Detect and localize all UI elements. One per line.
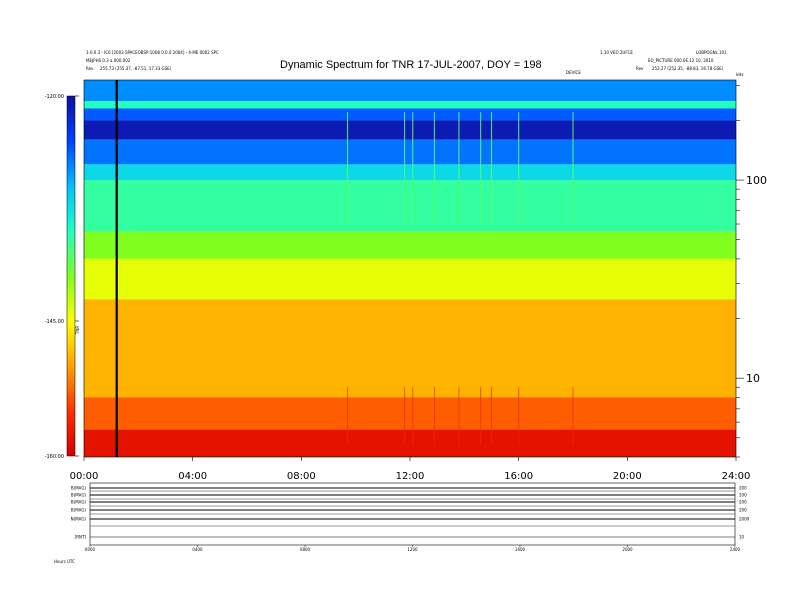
x-tick-label: 24:00	[722, 471, 751, 482]
footer-x-tick-label: 2400	[730, 547, 741, 552]
intensity-band	[84, 397, 736, 430]
footer-row-value: 200	[739, 508, 747, 513]
intensity-band	[84, 164, 736, 181]
header-khz: kHz	[736, 72, 744, 77]
colorbar-unit-label: TNR	[75, 326, 80, 335]
y-tick-label: 100	[746, 174, 767, 187]
header-right-line1: 1.10 VEO 2UFCE	[600, 50, 633, 55]
footer-x-tick-label: 1600	[515, 547, 526, 552]
intensity-band	[84, 258, 736, 300]
footer-row-label: B(MAG)	[71, 500, 87, 505]
x-tick-label: 00:00	[70, 471, 99, 482]
intensity-band	[84, 231, 736, 259]
footer-axis-label: Hours UTC	[54, 559, 75, 564]
colorbar	[66, 95, 76, 457]
footer-x-tick-label: 0800	[300, 547, 311, 552]
intensity-band	[84, 108, 736, 121]
footer-row-value: 10	[739, 535, 745, 540]
header-left-line1: 1-0.0.3 - IC6 [2003 SPACEOBSP:1008 0.0.0…	[86, 50, 219, 55]
footer-x-tick-label: 0000	[85, 547, 96, 552]
header-left-line2: MEJPHS 0.3 a 000.002	[86, 58, 131, 63]
header-left-rev-value: 255.73 (255.37, -87.51, 17.33 GSE)	[100, 66, 172, 71]
intensity-band	[84, 120, 736, 140]
footer-row-label: [RNT]	[75, 535, 87, 540]
footer-row-value: 2000	[739, 517, 750, 522]
header-device: DEVICE	[566, 70, 581, 75]
header-right-rev-value: 252.27 (252.35, -88.83, 16.78 GSE)	[652, 66, 724, 71]
x-tick-label: 16:00	[504, 471, 533, 482]
footer-x-tick-label: 2000	[622, 547, 633, 552]
header-right-line2: EO_PICTURE 000.0E.12 10, 2010	[648, 58, 714, 63]
y-tick-label: 10	[746, 372, 760, 385]
header-right-line1b: LOBPOGNs.101	[696, 50, 727, 55]
data-gap-line	[115, 80, 118, 457]
x-tick-label: 08:00	[287, 471, 316, 482]
x-tick-label: 04:00	[178, 471, 207, 482]
footer-row-value: 200	[739, 500, 747, 505]
intensity-band	[84, 101, 736, 109]
footer-row-label: B(MAG)	[71, 486, 87, 491]
header-left-rev-label: Rev	[86, 66, 94, 71]
intensity-band	[84, 299, 736, 398]
header-right-rev-label: Rev	[636, 66, 644, 71]
footer-x-tick-label: 0400	[192, 547, 203, 552]
footer-row-value: 200	[739, 486, 747, 491]
x-tick-label: 20:00	[613, 471, 642, 482]
intensity-band	[84, 139, 736, 165]
intensity-band	[84, 429, 736, 457]
x-tick-label: 12:00	[396, 471, 425, 482]
colorbar-tick-label: -120.00	[45, 94, 64, 100]
footer-row-label: N(MAG)	[71, 517, 87, 522]
footer-row-label: B(MAG)	[71, 508, 87, 513]
intensity-band	[84, 180, 736, 232]
chart-title: Dynamic Spectrum for TNR 17-JUL-2007, DO…	[280, 59, 542, 71]
footer-x-tick-label: 1200	[407, 547, 418, 552]
colorbar-tick-label: -145.00	[45, 319, 64, 325]
intensity-band	[84, 80, 736, 102]
footer-row-label: B(MAG)	[71, 493, 87, 498]
colorbar-tick-label: -160.00	[45, 454, 64, 460]
footer-row-value: 200	[739, 493, 747, 498]
